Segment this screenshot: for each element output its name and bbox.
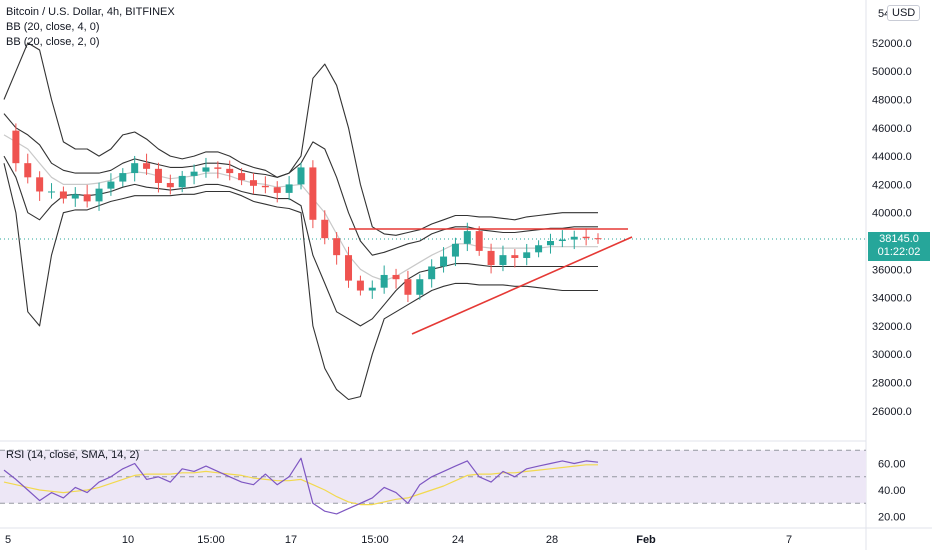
price-tick-1: 50000.0 (872, 66, 912, 78)
candle-body-33 (392, 274, 400, 280)
candle-body-24 (285, 184, 293, 193)
price-tick-11: 28000.0 (872, 378, 912, 390)
candle-body-35 (416, 279, 424, 295)
time-label-7: Feb (636, 534, 656, 546)
legend: Bitcoin / U.S. Dollar, 4h, BITFINEX BB (… (6, 5, 175, 50)
candle-body-29 (345, 255, 353, 281)
price-tick-6: 40000.0 (872, 208, 912, 220)
candle-body-23 (273, 187, 281, 193)
candle-body-2 (24, 163, 32, 178)
candle-body-39 (463, 231, 471, 244)
indicator-bb-2[interactable]: BB (20, close, 2, 0) (6, 36, 100, 48)
rsi-tick-2: 20.00 (878, 512, 906, 524)
time-label-5: 24 (452, 534, 464, 546)
candle-body-27 (321, 219, 329, 239)
candle-body-46 (546, 241, 554, 246)
candle-body-38 (451, 243, 459, 257)
candle-body-16 (190, 171, 198, 176)
time-label-1: 10 (122, 534, 134, 546)
candle-body-50 (594, 238, 602, 240)
indicator-bb-4[interactable]: BB (20, close, 4, 0) (6, 21, 100, 33)
rsi-tick-1: 40.00 (878, 485, 906, 497)
candle-body-40 (475, 231, 483, 251)
currency-button[interactable]: USD (887, 5, 921, 21)
support-trendline (411, 236, 633, 335)
bb4-upper-line (3, 42, 598, 236)
candle-body-44 (523, 252, 531, 258)
time-label-0: 5 (5, 534, 11, 546)
price-tick-7: 36000.0 (872, 264, 912, 276)
candle-body-36 (428, 266, 436, 280)
candle-body-47 (558, 239, 566, 241)
rsi-legend[interactable]: RSI (14, close, SMA, 14, 2) (6, 449, 140, 461)
candle-body-6 (71, 194, 79, 199)
rsi-ma-line (3, 464, 598, 506)
price-tick-0: 52000.0 (872, 38, 912, 50)
candle-body-1 (12, 130, 20, 164)
candle-body-25 (297, 167, 305, 185)
candle-body-48 (570, 236, 578, 240)
price-tick-10: 30000.0 (872, 349, 912, 361)
candle-body-4 (48, 191, 56, 193)
candle-body-21 (249, 180, 257, 186)
price-tick-2: 48000.0 (872, 95, 912, 107)
price-tick-8: 34000.0 (872, 293, 912, 305)
price-axis-bg (866, 0, 932, 550)
candle-body-43 (511, 255, 519, 258)
rsi-tick-0: 60.00 (878, 459, 906, 471)
last-price-value: 38145.0 (879, 233, 919, 245)
candle-body-9 (107, 181, 115, 189)
candle-body-14 (166, 182, 174, 188)
candle-body-45 (535, 245, 543, 253)
candle-body-30 (356, 280, 364, 291)
candle-body-3 (36, 177, 44, 192)
candle-body-42 (499, 255, 507, 266)
candle-body-32 (380, 274, 388, 288)
time-label-4: 15:00 (361, 534, 389, 546)
time-label-6: 28 (546, 534, 558, 546)
candle-body-26 (309, 167, 317, 220)
candle-body-22 (261, 185, 269, 188)
candle-body-49 (582, 236, 590, 239)
price-tick-5: 42000.0 (872, 179, 912, 191)
candle-body-11 (131, 163, 139, 174)
candle-body-8 (95, 188, 103, 202)
candle-body-10 (119, 173, 127, 182)
candle-body-28 (333, 238, 341, 256)
candle-body-5 (59, 191, 67, 199)
candle-body-7 (83, 194, 91, 202)
candle-body-34 (404, 279, 412, 295)
price-tick-3: 46000.0 (872, 123, 912, 135)
time-label-3: 17 (285, 534, 297, 546)
price-tick-9: 32000.0 (872, 321, 912, 333)
rsi-line (3, 457, 599, 515)
time-label-2: 15:00 (197, 534, 225, 546)
candle-body-17 (202, 167, 210, 172)
symbol-title[interactable]: Bitcoin / U.S. Dollar, 4h, BITFINEX (6, 6, 175, 18)
candle-body-15 (178, 175, 186, 188)
candle-body-19 (226, 168, 234, 174)
price-tick-4: 44000.0 (872, 151, 912, 163)
last-price-badge: 38145.0 01:22:02 (868, 232, 930, 261)
bb2-lower-line (3, 155, 598, 327)
candle-body-13 (154, 168, 162, 183)
time-label-8: 7 (786, 534, 792, 546)
candle-body-31 (368, 287, 376, 291)
bb4-lower-line (3, 163, 598, 401)
candle-body-18 (214, 167, 222, 169)
candle-body-12 (143, 163, 151, 169)
price-tick-12: 26000.0 (872, 406, 912, 418)
candle-body-37 (440, 256, 448, 267)
candle-body-41 (487, 250, 495, 266)
bar-countdown: 01:22:02 (877, 246, 921, 258)
candle-body-20 (238, 173, 246, 181)
